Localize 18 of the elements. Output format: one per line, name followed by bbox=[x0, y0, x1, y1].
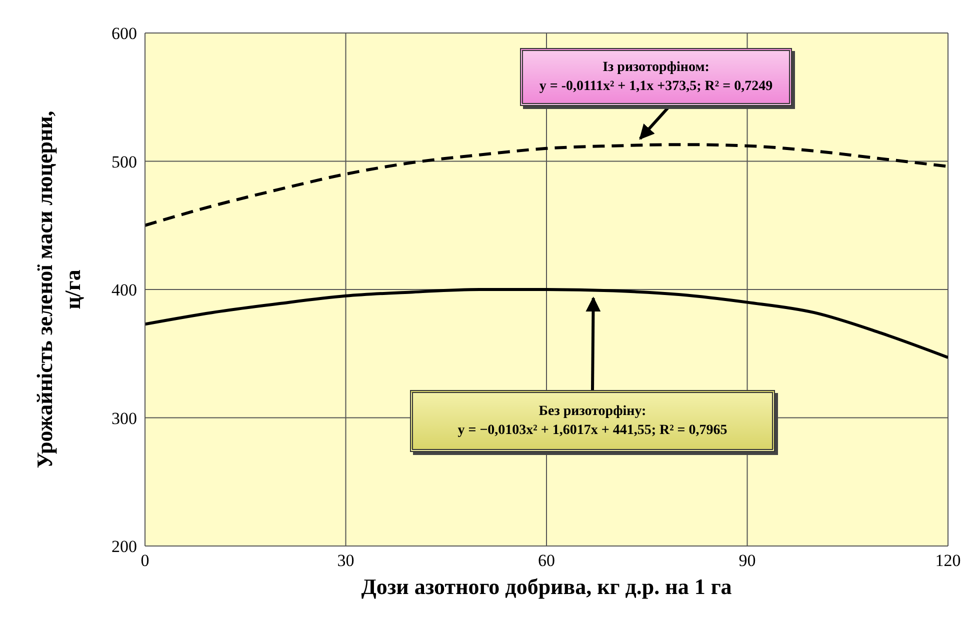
annotation: Із ризоторфіном: y = -0,0111x² + 1,1x +373,5; R² = 0,7249 bbox=[539, 59, 773, 96]
line-series bbox=[145, 288, 948, 359]
annotation: Без ризоторфіну: y = −0,0103x² + 1,6017x + 441,55; R² = 0,7965 bbox=[458, 403, 728, 440]
x-tick-label: 30 bbox=[337, 551, 354, 570]
y-tick-label: 300 bbox=[112, 408, 137, 428]
y-tick-label: 600 bbox=[112, 24, 137, 44]
y-tick-label: 200 bbox=[112, 537, 137, 556]
x-axis-title: Дози азотного добрива, кг д.р. на 1 га bbox=[361, 574, 732, 599]
y-tick-label: 500 bbox=[112, 152, 137, 172]
callout-box: Із ризоторфіном: y = -0,0111x² + 1,1x +373,5; R² = 0,7249 bbox=[520, 48, 792, 106]
x-tick-label: 120 bbox=[935, 551, 961, 570]
y-tick-label: 400 bbox=[112, 280, 137, 300]
callout-box: Без ризоторфіну: y = −0,0103x² + 1,6017x + 441,55; R² = 0,7965 bbox=[410, 390, 775, 452]
x-tick-label: 60 bbox=[538, 551, 555, 570]
line-series bbox=[145, 143, 948, 227]
x-tick-label: 90 bbox=[738, 551, 756, 570]
x-tick-label: 0 bbox=[140, 551, 150, 570]
y-axis-title: Урожайність зеленої маси люцерни, ц/га bbox=[32, 110, 85, 468]
